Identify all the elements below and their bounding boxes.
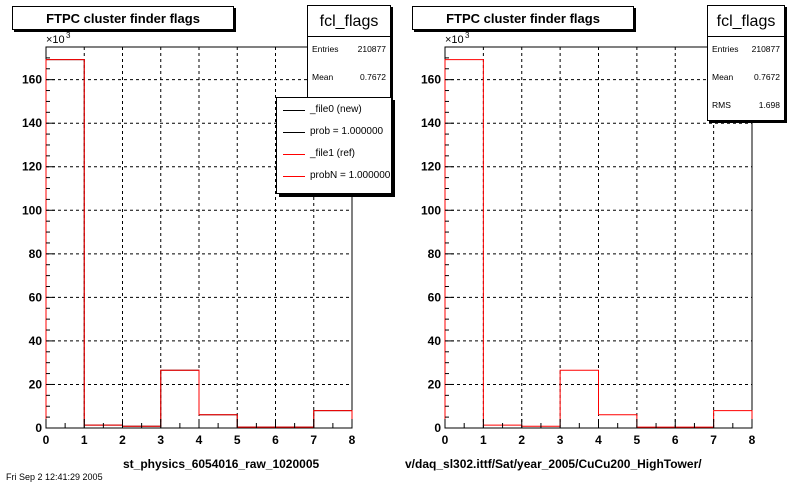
right-y-tick-label: 120 xyxy=(421,160,441,174)
left-x-axis-title: st_physics_6054016_raw_1020005 xyxy=(123,457,320,471)
left-y-multiplier-exponent: 3 xyxy=(66,31,71,40)
right-y-tick-label: 140 xyxy=(421,116,441,130)
legend-entry-probn: probN = 1.000000 xyxy=(277,167,391,187)
left-y-tick-label: 40 xyxy=(29,334,43,348)
left-x-tick-label: 4 xyxy=(196,433,203,447)
right-y-tick-label: 60 xyxy=(428,290,442,304)
right-y-tick-label: 160 xyxy=(421,73,441,87)
right-y-tick-label: 0 xyxy=(434,421,441,435)
left-x-tick-label: 2 xyxy=(119,433,126,447)
left-x-tick-label: 1 xyxy=(81,433,88,447)
right-y-tick-label: 40 xyxy=(428,334,442,348)
left-y-tick-label: 0 xyxy=(35,421,42,435)
right-title-text: FTPC cluster finder flags xyxy=(446,11,600,26)
left-stats-name: fcl_flags xyxy=(308,8,390,37)
left-y-tick-label: 120 xyxy=(22,160,42,174)
left-title-text: FTPC cluster finder flags xyxy=(46,11,200,26)
right-y-tick-label: 80 xyxy=(428,247,442,261)
right-x-tick-label: 7 xyxy=(710,433,717,447)
left-y-multiplier: ×10 xyxy=(46,34,65,46)
right-x-tick-label: 8 xyxy=(749,433,756,447)
right-x-axis-title: v/daq_sl302.ittf/Sat/year_2005/CuCu200_H… xyxy=(405,457,702,471)
right-stats-box: fcl_flags Entries 210877 Mean 0.7672 RMS… xyxy=(707,5,785,121)
left-chart-title: FTPC cluster finder flags xyxy=(12,6,234,30)
right-y-multiplier: ×10 xyxy=(445,34,464,46)
left-x-tick-label: 5 xyxy=(234,433,241,447)
legend-entry-file0: _file0 (new) xyxy=(277,101,391,121)
right-y-multiplier-exponent: 3 xyxy=(465,31,470,40)
footer-timestamp: Fri Sep 2 12:41:29 2005 xyxy=(6,472,103,482)
left-x-tick-label: 0 xyxy=(43,433,50,447)
right-y-tick-label: 20 xyxy=(428,377,442,391)
left-y-tick-label: 20 xyxy=(29,377,43,391)
right-plot-frame xyxy=(444,46,753,429)
left-y-tick-label: 140 xyxy=(22,116,42,130)
legend-swatch xyxy=(283,110,305,111)
left-y-tick-label: 100 xyxy=(22,203,42,217)
legend-swatch xyxy=(283,176,305,177)
right-y-tick-label: 100 xyxy=(421,203,441,217)
right-chart-title: FTPC cluster finder flags xyxy=(412,6,634,30)
left-x-tick-label: 8 xyxy=(349,433,356,447)
right-x-tick-label: 4 xyxy=(595,433,602,447)
right-x-tick-label: 1 xyxy=(480,433,487,447)
left-x-tick-label: 7 xyxy=(310,433,317,447)
legend-entry-file1: _file1 (ref) xyxy=(277,145,391,165)
legend-entry-prob: prob = 1.000000 xyxy=(277,123,391,143)
left-y-tick-label: 160 xyxy=(22,73,42,87)
right-x-tick-label: 0 xyxy=(442,433,449,447)
left-x-tick-label: 6 xyxy=(272,433,279,447)
right-x-tick-label: 6 xyxy=(672,433,679,447)
left-y-tick-label: 80 xyxy=(29,247,43,261)
legend-swatch xyxy=(283,132,305,133)
right-stats-name: fcl_flags xyxy=(708,8,784,37)
right-x-tick-label: 5 xyxy=(634,433,641,447)
left-x-tick-label: 3 xyxy=(157,433,164,447)
right-x-tick-label: 2 xyxy=(518,433,525,447)
left-stats-box: fcl_flags Entries 210877 Mean 0.7672 xyxy=(307,5,391,99)
right-x-tick-label: 3 xyxy=(557,433,564,447)
left-legend: _file0 (new) prob = 1.000000 _file1 (ref… xyxy=(276,97,392,194)
legend-swatch xyxy=(283,154,305,155)
left-y-tick-label: 60 xyxy=(29,290,43,304)
